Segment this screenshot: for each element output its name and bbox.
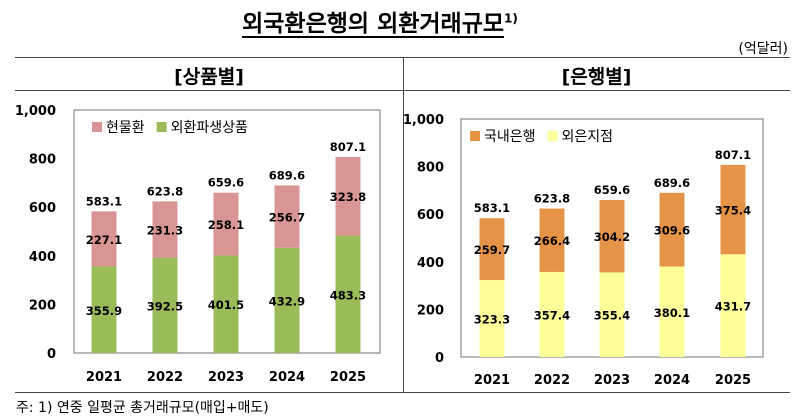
bar-segment [659,192,685,267]
panel-divider [403,57,404,392]
total-label: 623.8 [534,192,570,206]
x-tick-label: 2021 [86,370,122,385]
x-tick-label: 2023 [208,370,244,385]
total-label: 807.1 [715,148,751,162]
y-tick-label: 800 [29,153,56,168]
x-tick-label: 2025 [715,373,751,388]
total-label: 583.1 [86,194,122,208]
panel-title-product: [상품별] [174,66,244,88]
bar-segment [274,185,300,248]
y-tick-label: 1,000 [15,104,56,119]
data-label: 431.7 [715,300,751,314]
footnote: 주: 1) 연중 일평균 총거래규모(매입+매도) [16,400,269,416]
data-label: 355.9 [86,304,122,318]
bar-segment [152,201,178,258]
x-tick-label: 2022 [147,370,183,385]
bar-segment [335,235,361,353]
legend-swatch [470,131,480,141]
y-tick-label: 400 [417,256,444,271]
bar-segment [213,192,239,256]
legend-label: 외환파생상품 [171,120,248,136]
y-tick-label: 800 [417,161,444,176]
bar-segment [539,271,565,357]
y-tick-label: 600 [29,201,56,216]
title-text: 외국환은행의 외환거래규모 [242,11,505,37]
data-label: 392.5 [147,299,183,313]
y-tick-label: 0 [47,347,56,362]
data-label: 401.5 [208,298,244,312]
data-label: 432.9 [269,294,305,308]
y-tick-label: 0 [435,351,444,366]
y-tick-label: 400 [29,250,56,265]
data-label: 357.4 [534,308,570,322]
bar-segment [720,254,746,357]
data-label: 258.1 [208,218,244,232]
bar-segment [152,257,178,353]
x-tick-label: 2021 [474,373,510,388]
data-label: 227.1 [86,233,122,247]
bar-segment [479,280,505,357]
data-label: 259.7 [474,243,510,257]
data-label: 355.4 [594,309,630,323]
total-label: 659.6 [208,176,244,190]
y-tick-label: 1,000 [403,113,444,128]
data-label: 309.6 [654,224,690,238]
title-footnote-mark: 1) [504,11,518,26]
total-label: 583.1 [474,201,510,215]
y-tick-label: 600 [417,208,444,223]
x-tick-label: 2023 [594,373,630,388]
bar-segment [539,208,565,272]
bar-segment [720,164,746,255]
total-label: 689.6 [269,168,305,182]
bar-segment [274,247,300,353]
data-label: 375.4 [715,204,751,218]
data-label: 231.3 [147,224,183,238]
panel-title-bank: [은행별] [561,66,632,88]
data-label: 380.1 [654,306,690,320]
bar-segment [91,266,117,353]
data-label: 323.3 [474,313,510,327]
data-label: 266.4 [534,234,570,248]
bottom-rule [15,392,790,393]
legend-swatch [92,122,102,132]
bar-segment [599,272,625,357]
unit-label: (억달러) [738,41,788,57]
header-rule [15,90,790,91]
bar-segment [335,156,361,236]
x-tick-label: 2024 [654,373,690,388]
x-tick-label: 2024 [269,370,305,385]
bar-segment [659,266,685,357]
y-tick-label: 200 [29,298,56,313]
data-label: 256.7 [269,211,305,225]
total-label: 807.1 [330,140,366,154]
bar-segment [213,255,239,353]
legend-label: 국내은행 [484,129,536,145]
data-label: 304.2 [594,230,630,244]
top-rule [15,57,790,58]
data-label: 483.3 [330,288,366,302]
legend-label: 외은지점 [562,129,614,145]
total-label: 623.8 [147,184,183,198]
legend-swatch [547,131,558,141]
total-label: 659.6 [594,183,630,197]
x-tick-label: 2025 [330,370,366,385]
data-label: 323.8 [330,190,366,204]
legend-swatch [156,122,167,132]
x-tick-label: 2022 [534,373,570,388]
bar-segment [599,200,625,273]
bar-segment [479,218,505,281]
y-tick-label: 200 [417,303,444,318]
legend-label: 현물환 [106,120,145,136]
bar-segment [91,211,117,267]
page-title: 외국환은행의 외환거래규모1) [0,4,760,38]
total-label: 689.6 [654,176,690,190]
